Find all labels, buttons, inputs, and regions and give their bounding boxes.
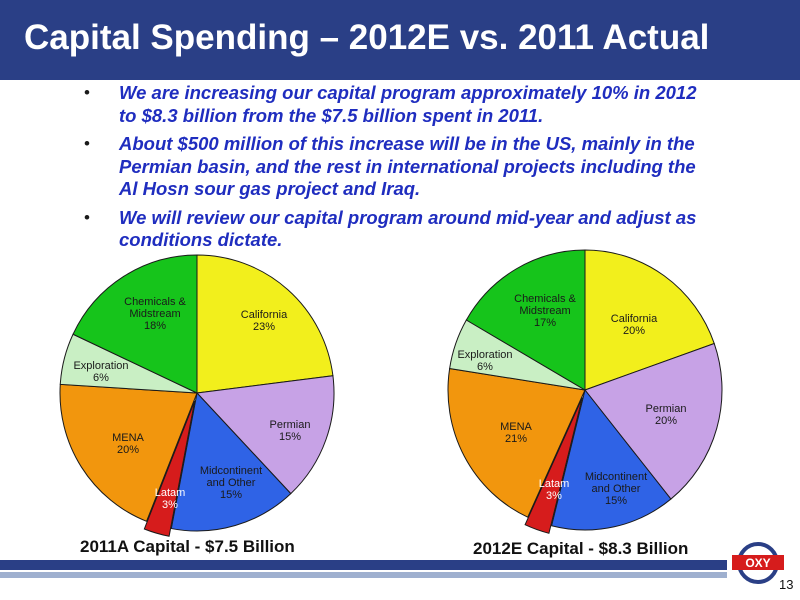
bullet-list: • We are increasing our capital program … [84, 82, 704, 258]
pie-slice-mena [59, 383, 198, 522]
pie-label-california: California 23% [241, 309, 288, 333]
oxy-logo-text: OXY [745, 556, 770, 570]
bullet-item: • We are increasing our capital program … [84, 82, 704, 127]
pie-label-chemicals-midstream: Chemicals & Midstream 17% [514, 293, 576, 329]
pie-label-midcontinent-and-other: Midcontinent and Other 15% [585, 471, 647, 507]
bullet-icon: • [84, 134, 90, 153]
pie-slice-mena [447, 367, 586, 518]
page-number: 13 [779, 577, 794, 592]
pie-label-permian: Permian 15% [270, 419, 311, 443]
pie-slice-latam [524, 397, 583, 534]
pie-slice-chemicals-midstream [72, 254, 198, 394]
footer-bar-light [0, 572, 727, 578]
pie-slice-latam [143, 400, 196, 537]
pie-label-midcontinent-and-other: Midcontinent and Other 15% [200, 465, 262, 501]
title-bar: Capital Spending – 2012E vs. 2011 Actual [0, 0, 800, 80]
pie-label-chemicals-midstream: Chemicals & Midstream 18% [124, 296, 186, 332]
pie-label-mena: MENA 21% [500, 421, 532, 445]
bullet-icon: • [84, 207, 90, 227]
pie-label-latam: Latam 3% [539, 478, 570, 502]
pie-label-latam: Latam 3% [155, 487, 186, 511]
pie-label-exploration: Exploration 6% [457, 349, 512, 373]
bullet-item: • We will review our capital program aro… [84, 207, 704, 252]
pie-slice-midcontinent-and-other [170, 391, 292, 532]
chart-caption-2011: 2011A Capital - $7.5 Billion [80, 537, 295, 556]
pie-slice-california [196, 254, 334, 394]
pie-label-california: California 20% [611, 313, 658, 337]
pie-slice-permian [584, 342, 723, 500]
slide-title: Capital Spending – 2012E vs. 2011 Actual [24, 18, 710, 57]
pie-label-mena: MENA 20% [112, 432, 144, 456]
oxy-logo: OXY [732, 542, 784, 584]
pie-label-permian: Permian 20% [646, 403, 687, 427]
chart-caption-2012: 2012E Capital - $8.3 Billion [473, 539, 689, 558]
pie-slice-permian [195, 375, 335, 495]
bullet-item: • About $500 million of this increase wi… [84, 133, 704, 201]
bullet-icon: • [84, 83, 90, 102]
bullet-text: We will review our capital program aroun… [119, 206, 697, 251]
bullet-text: We are increasing our capital program ap… [119, 82, 697, 126]
pie-slice-midcontinent-and-other [550, 388, 672, 531]
footer-bar-dark [0, 560, 727, 570]
pie-slice-chemicals-midstream [465, 249, 586, 391]
bullet-text: About $500 million of this increase will… [119, 133, 696, 199]
pie-label-exploration: Exploration 6% [73, 360, 128, 384]
